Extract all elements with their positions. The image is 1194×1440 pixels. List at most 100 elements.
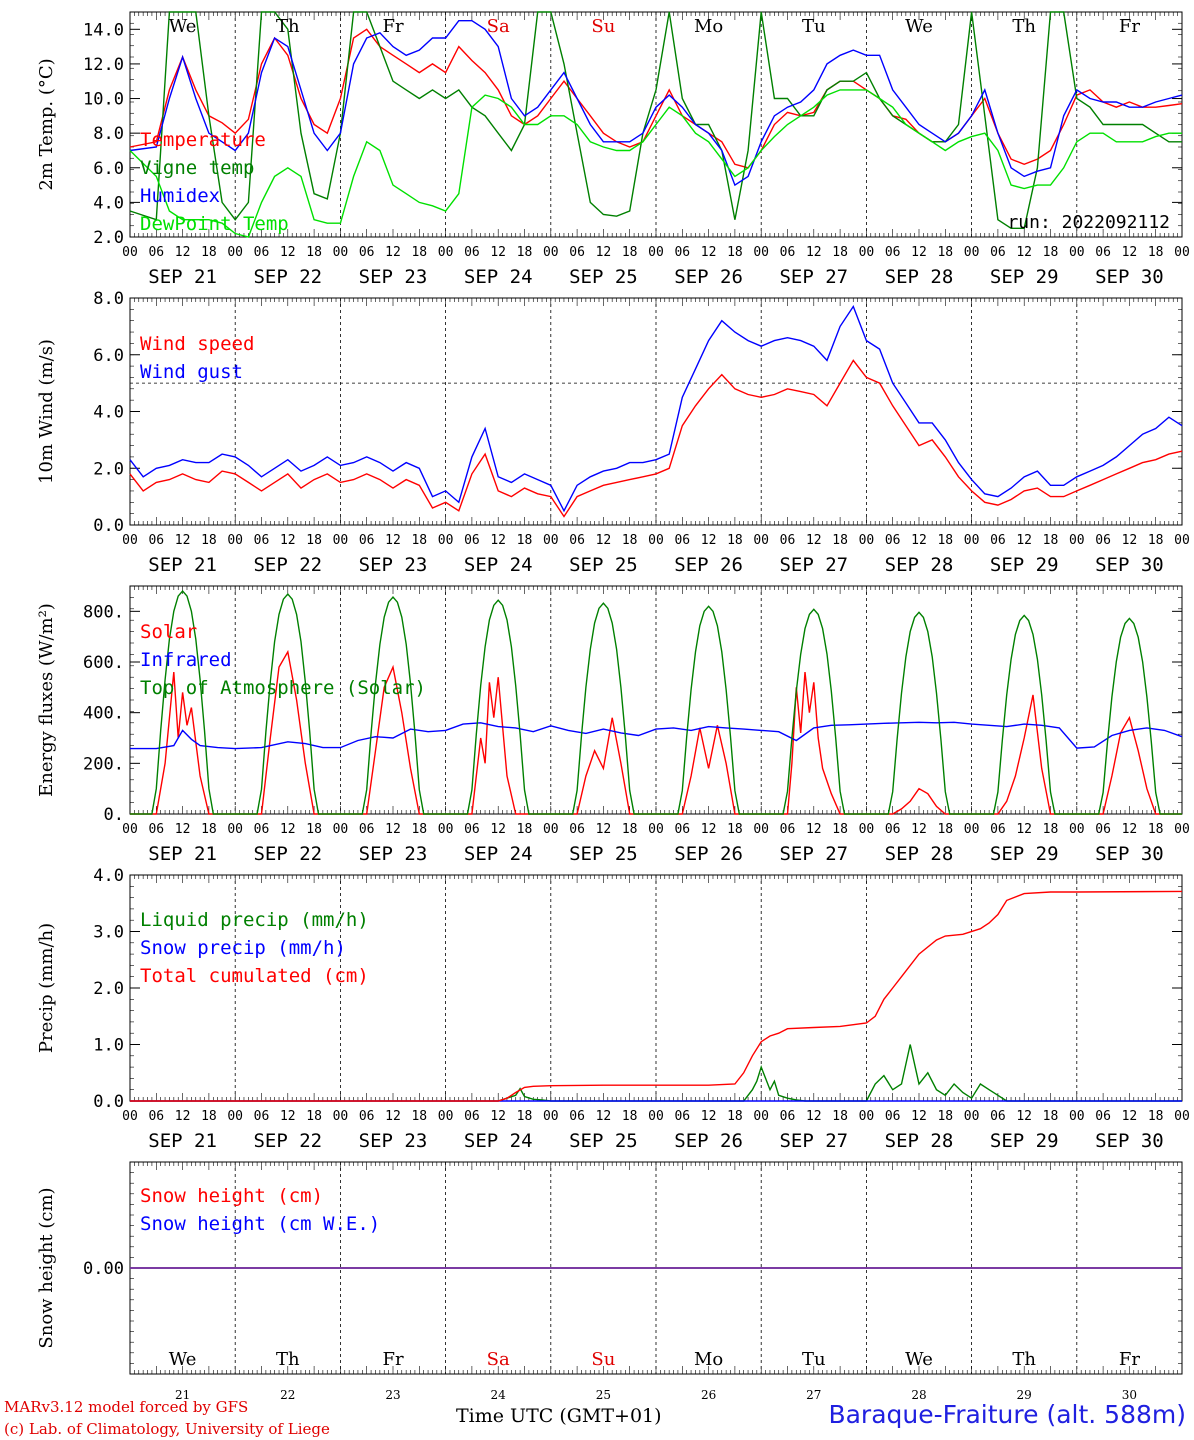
hour-label: 18 (201, 533, 217, 548)
weekday-label: Sa (487, 16, 510, 37)
day-label: SEP 26 (674, 554, 743, 576)
hour-label: 18 (937, 245, 953, 260)
day-label: SEP 29 (990, 266, 1059, 288)
hour-label: 18 (411, 1109, 427, 1124)
hour-label: 06 (148, 245, 164, 260)
hour-label: 18 (832, 1109, 848, 1124)
y-tick-label: 14.0 (83, 20, 124, 40)
y-axis-label: Snow height (cm) (36, 1187, 57, 1348)
hour-label: 06 (885, 245, 901, 260)
hour-label: 18 (411, 533, 427, 548)
hour-label: 00 (964, 822, 980, 837)
y-tick-label: 4.0 (93, 193, 124, 213)
day-label: SEP 23 (359, 1130, 428, 1152)
hour-label: 00 (753, 245, 769, 260)
hour-label: 12 (490, 245, 506, 260)
legend-entry: Snow height (cm W.E.) (140, 1213, 380, 1235)
hour-label: 12 (911, 533, 927, 548)
series-line (130, 590, 1182, 815)
hour-label: 18 (1148, 245, 1164, 260)
series-line (129, 20, 1183, 187)
hour-label: 00 (1174, 822, 1190, 837)
hour-label: 18 (622, 245, 638, 260)
legend-entry: Snow precip (mm/h) (140, 937, 346, 959)
hour-label: 00 (227, 822, 243, 837)
hour-label: 18 (1148, 533, 1164, 548)
weekday-label: We (905, 16, 933, 37)
hour-label: 06 (148, 822, 164, 837)
series-line (129, 89, 1182, 238)
hour-label: 12 (175, 245, 191, 260)
legend-entry: Top of Atmosphere (Solar) (140, 677, 426, 699)
weekday-label: Su (591, 1349, 615, 1370)
hour-label: 18 (622, 1109, 638, 1124)
hour-label: 00 (438, 245, 454, 260)
y-tick-label: 2.0 (93, 228, 124, 248)
hour-label: 12 (1016, 1109, 1032, 1124)
hour-label: 06 (1095, 1109, 1111, 1124)
hour-label: 00 (227, 533, 243, 548)
hour-label: 00 (1069, 822, 1085, 837)
hour-label: 06 (359, 533, 375, 548)
hour-label: 00 (1174, 533, 1190, 548)
hour-label: 06 (780, 822, 796, 837)
day-label: SEP 25 (569, 843, 638, 865)
day-label: SEP 21 (148, 843, 217, 865)
hour-label: 12 (596, 533, 612, 548)
hour-label: 12 (806, 245, 822, 260)
hour-label: 00 (122, 533, 138, 548)
weekday-label: Mo (694, 1349, 723, 1370)
hour-label: 06 (569, 245, 585, 260)
day-number: 25 (596, 1388, 611, 1402)
legend-entry: Total cumulated (cm) (140, 965, 369, 987)
day-label: SEP 24 (464, 554, 533, 576)
hour-label: 12 (385, 822, 401, 837)
hour-label: 12 (490, 822, 506, 837)
hour-label: 18 (201, 245, 217, 260)
weekday-label: Mo (694, 16, 723, 37)
day-label: SEP 22 (253, 843, 322, 865)
copyright-credit: (c) Lab. of Climatology, University of L… (4, 1420, 330, 1438)
series-line (129, 359, 1183, 518)
y-tick-label: 1.0 (93, 1036, 124, 1056)
day-label: SEP 30 (1095, 1130, 1164, 1152)
hour-label: 00 (227, 245, 243, 260)
series-line (130, 721, 1183, 750)
hour-label: 00 (648, 245, 664, 260)
hour-label: 00 (964, 245, 980, 260)
hour-label: 06 (254, 533, 270, 548)
hour-label: 06 (254, 822, 270, 837)
day-number: 21 (175, 1388, 190, 1402)
hour-label: 18 (306, 245, 322, 260)
hour-label: 06 (990, 533, 1006, 548)
hour-label: 00 (438, 533, 454, 548)
hour-label: 12 (806, 533, 822, 548)
day-label: SEP 24 (464, 266, 533, 288)
hour-label: 18 (306, 533, 322, 548)
hour-label: 00 (753, 533, 769, 548)
hour-label: 00 (753, 1109, 769, 1124)
hour-label: 00 (859, 1109, 875, 1124)
legend-entry: Snow height (cm) (140, 1185, 323, 1207)
hour-label: 12 (701, 533, 717, 548)
y-tick-label: 2.0 (93, 979, 124, 999)
y-tick-label: 8.0 (93, 124, 124, 144)
day-label: SEP 25 (569, 266, 638, 288)
hour-label: 00 (859, 822, 875, 837)
day-label: SEP 28 (885, 266, 954, 288)
hour-label: 00 (122, 245, 138, 260)
hour-label: 12 (280, 245, 296, 260)
day-label: SEP 28 (885, 843, 954, 865)
hour-label: 18 (727, 245, 743, 260)
hour-label: 18 (201, 822, 217, 837)
series-line (129, 11, 1182, 230)
hour-label: 06 (780, 1109, 796, 1124)
y-tick-label: 0.0 (93, 516, 124, 536)
hour-label: 00 (543, 1109, 559, 1124)
hour-label: 00 (1174, 1109, 1190, 1124)
weekday-label: Th (276, 16, 300, 37)
hour-label: 06 (359, 822, 375, 837)
day-label: SEP 28 (885, 1130, 954, 1152)
hour-label: 00 (1069, 533, 1085, 548)
day-number: 22 (280, 1388, 295, 1402)
